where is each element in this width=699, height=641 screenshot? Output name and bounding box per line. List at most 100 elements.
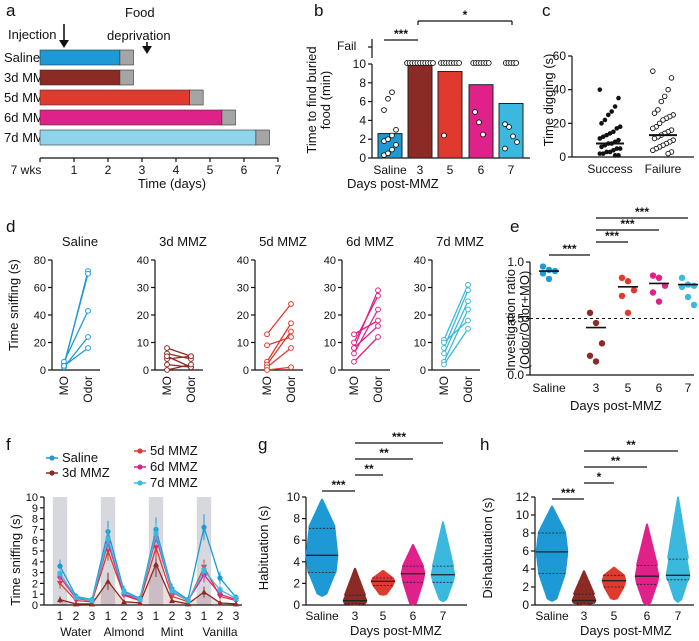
g-sig-2-stars: ** <box>364 462 374 476</box>
d-mo-point <box>441 339 447 346</box>
d-odor-point <box>465 298 471 305</box>
g-y-tick-label: 10 <box>287 490 301 504</box>
e-ylabel-line2: (Odor/Odor+MO) <box>517 271 532 370</box>
g-xlabel: Days post-MMZ <box>350 623 442 638</box>
e-data-point <box>539 263 547 270</box>
d-mo-point <box>351 339 357 346</box>
a-x-tick-label: 4 <box>173 163 180 177</box>
f-3d-marker <box>153 560 159 567</box>
a-x-tick-label: 5 <box>207 163 214 177</box>
g-x-tick-label: Saline <box>305 609 339 623</box>
f-trial-label: 2 <box>121 609 128 623</box>
d-x-tick-label: Odor <box>81 376 95 403</box>
c-success-point <box>597 136 603 141</box>
g-x-tick-label: 3 <box>352 609 359 623</box>
f-7d-marker <box>217 587 223 593</box>
f-7d-marker <box>73 594 79 600</box>
h-sig-2-stars: * <box>597 470 602 484</box>
c-failure-point <box>658 98 665 105</box>
h-x-tick-label: 6 <box>644 609 651 623</box>
h-y-tick-label: 4 <box>522 562 529 576</box>
a-row-grey-bar <box>119 49 134 66</box>
b-data-point <box>480 131 486 138</box>
f-7d-marker <box>137 597 143 603</box>
f-7d-marker <box>57 571 63 577</box>
f-5d-marker <box>57 580 63 587</box>
b-fail-label: Fail <box>337 39 356 53</box>
b-data-point <box>393 141 399 148</box>
f-odor-label: Vanilla <box>202 625 237 639</box>
d-odor-point <box>465 317 471 324</box>
b-data-point <box>385 150 391 157</box>
e-xlabel: Days post-MMZ <box>570 398 662 413</box>
d-x-tick-label: Odor <box>371 376 385 403</box>
a-food-arrowhead <box>142 46 152 54</box>
e-data-point <box>630 287 638 294</box>
a-row-grey-bar <box>189 89 204 106</box>
e-x-tick-label: Saline <box>532 381 566 395</box>
h-x-tick-label: 7 <box>675 609 682 623</box>
e-data-point <box>586 352 594 359</box>
c-success-point <box>614 146 620 151</box>
c-failure-point <box>656 120 663 127</box>
f-trial-label: 1 <box>105 609 112 623</box>
d1-y-tick-label: 0 <box>143 365 149 377</box>
d-x-tick-label: Odor <box>284 376 298 403</box>
c-success-point <box>597 151 603 156</box>
a-row-bar <box>39 69 121 86</box>
f-trial-label: 2 <box>169 609 176 623</box>
d-odor-point <box>188 361 194 368</box>
f-legend-marker <box>49 470 55 476</box>
g-violin <box>400 544 426 606</box>
f-y-tick-label: 9 <box>32 503 38 515</box>
e-data-point <box>618 292 626 300</box>
e-data-point <box>624 309 632 317</box>
d4-y-tick-label: 0 <box>420 365 426 377</box>
d4-y-tick-label: 40 <box>414 255 426 267</box>
d-odor-point <box>375 317 381 324</box>
b-y-tick-label: 8 <box>359 76 366 90</box>
e-sig-3-stars: *** <box>620 217 634 231</box>
d-group-title: 3d MMZ <box>159 234 207 249</box>
a-row-bar <box>39 49 121 66</box>
g-violin <box>370 570 396 596</box>
e-data-point <box>545 266 553 274</box>
a-row-bar <box>39 89 190 106</box>
d0-y-tick-label: 80 <box>34 255 46 267</box>
g-violin <box>430 521 456 603</box>
f-3d-marker <box>57 596 63 603</box>
b-data-point <box>393 126 399 133</box>
c-success-point <box>617 124 623 129</box>
d-mo-point <box>351 331 357 338</box>
h-sig-1-stars: *** <box>561 486 575 500</box>
c-success-point <box>611 129 616 135</box>
d-x-tick-label: Odor <box>184 376 198 403</box>
f-3d-marker <box>169 597 175 604</box>
d2-y-tick-label: 30 <box>237 283 249 295</box>
g-y-tick-label: 4 <box>293 555 300 569</box>
f-y-tick-label: 8 <box>32 514 38 526</box>
b-data-point <box>502 145 508 152</box>
e-data-point <box>624 278 632 285</box>
e-data-point <box>586 309 594 317</box>
h-violin <box>571 570 597 606</box>
c-success-point <box>614 126 620 131</box>
d0-y-tick-label: 0 <box>40 365 46 377</box>
a-injection-label: Injection <box>8 27 56 42</box>
f-point <box>201 524 207 530</box>
c-success-point <box>602 117 608 123</box>
d-pair-line <box>266 366 292 371</box>
f-odor-label: Water <box>60 625 92 639</box>
c-ylabel: Time digging (s) <box>541 54 556 147</box>
panel-label-a: a <box>6 1 16 20</box>
c-x-tick-label: Failure <box>645 162 682 176</box>
f-trial-label: 3 <box>89 609 96 623</box>
g-x-tick-label: 5 <box>380 609 387 623</box>
g-sig-4-stars: *** <box>392 430 406 444</box>
b-data-point <box>506 124 512 130</box>
a-row-bar <box>39 129 257 146</box>
f-7d-marker <box>105 536 111 542</box>
panel-label-g: g <box>258 435 267 454</box>
d-odor-point <box>465 281 471 288</box>
d-mo-point <box>164 367 170 373</box>
